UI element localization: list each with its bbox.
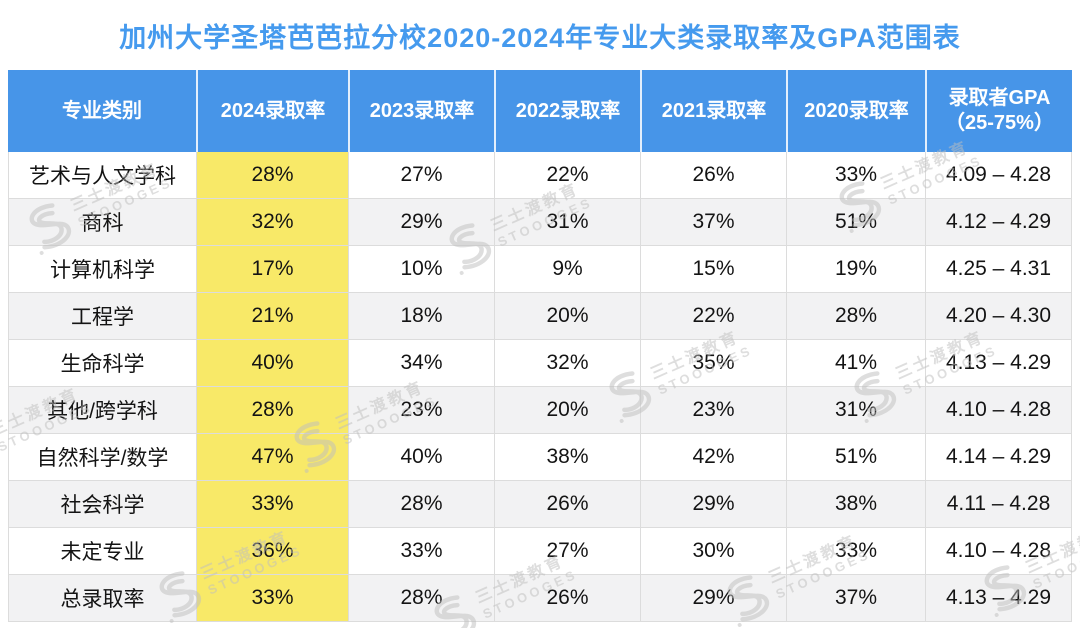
value-cell: 19%: [786, 246, 925, 293]
value-cell: 33%: [348, 528, 494, 575]
table-row: 其他/跨学科 28% 23% 20% 23% 31% 4.10 – 4.28: [8, 387, 1072, 434]
value-cell: 36%: [196, 528, 348, 575]
value-cell: 23%: [348, 387, 494, 434]
value-cell: 51%: [786, 199, 925, 246]
value-cell: 28%: [786, 293, 925, 340]
value-cell: 40%: [196, 340, 348, 387]
value-cell: 29%: [348, 199, 494, 246]
value-cell: 4.20 – 4.30: [925, 293, 1072, 340]
table-row: 生命科学 40% 34% 32% 35% 41% 4.13 – 4.29: [8, 340, 1072, 387]
column-header-6: 录取者GPA （25-75%）: [925, 70, 1072, 152]
value-cell: 31%: [494, 199, 640, 246]
category-cell: 商科: [8, 199, 196, 246]
column-header-3: 2022录取率: [494, 70, 640, 152]
category-cell: 艺术与人文学科: [8, 152, 196, 199]
value-cell: 40%: [348, 434, 494, 481]
value-cell: 28%: [348, 575, 494, 622]
value-cell: 29%: [640, 481, 786, 528]
value-cell: 42%: [640, 434, 786, 481]
value-cell: 51%: [786, 434, 925, 481]
value-cell: 4.13 – 4.29: [925, 575, 1072, 622]
table-row: 自然科学/数学 47% 40% 38% 42% 51% 4.14 – 4.29: [8, 434, 1072, 481]
value-cell: 33%: [786, 528, 925, 575]
table-body: 艺术与人文学科 28% 27% 22% 26% 33% 4.09 – 4.28 商科 32% 29…: [8, 152, 1072, 622]
value-cell: 38%: [786, 481, 925, 528]
category-cell: 生命科学: [8, 340, 196, 387]
admission-rate-table: 专业类别 2024录取率 2023录取率 2022录取率 2021录取率 2020录取率录…: [8, 70, 1072, 622]
value-cell: 4.11 – 4.28: [925, 481, 1072, 528]
value-cell: 4.25 – 4.31: [925, 246, 1072, 293]
value-cell: 9%: [494, 246, 640, 293]
value-cell: 4.12 – 4.29: [925, 199, 1072, 246]
value-cell: 37%: [640, 199, 786, 246]
value-cell: 34%: [348, 340, 494, 387]
value-cell: 29%: [640, 575, 786, 622]
column-header-0: 专业类别: [8, 70, 196, 152]
value-cell: 4.14 – 4.29: [925, 434, 1072, 481]
value-cell: 41%: [786, 340, 925, 387]
column-header-1: 2024录取率: [196, 70, 348, 152]
value-cell: 21%: [196, 293, 348, 340]
category-cell: 自然科学/数学: [8, 434, 196, 481]
table-row: 总录取率 33% 28% 26% 29% 37% 4.13 – 4.29: [8, 575, 1072, 622]
value-cell: 26%: [494, 481, 640, 528]
value-cell: 47%: [196, 434, 348, 481]
value-cell: 27%: [494, 528, 640, 575]
value-cell: 33%: [786, 152, 925, 199]
value-cell: 33%: [196, 575, 348, 622]
value-cell: 30%: [640, 528, 786, 575]
value-cell: 4.10 – 4.28: [925, 528, 1072, 575]
category-cell: 计算机科学: [8, 246, 196, 293]
category-cell: 工程学: [8, 293, 196, 340]
category-cell: 社会科学: [8, 481, 196, 528]
value-cell: 20%: [494, 293, 640, 340]
value-cell: 28%: [196, 152, 348, 199]
value-cell: 17%: [196, 246, 348, 293]
page-title: 加州大学圣塔芭芭拉分校2020-2024年专业大类录取率及GPA范围表: [119, 23, 961, 53]
value-cell: 4.10 – 4.28: [925, 387, 1072, 434]
table-row: 艺术与人文学科 28% 27% 22% 26% 33% 4.09 – 4.28: [8, 152, 1072, 199]
value-cell: 22%: [494, 152, 640, 199]
table-row: 工程学 21% 18% 20% 22% 28% 4.20 – 4.30: [8, 293, 1072, 340]
value-cell: 26%: [640, 152, 786, 199]
column-header-2: 2023录取率: [348, 70, 494, 152]
table-header-row: 专业类别 2024录取率 2023录取率 2022录取率 2021录取率 2020录取率录…: [8, 70, 1072, 152]
column-header-5: 2020录取率: [786, 70, 925, 152]
value-cell: 23%: [640, 387, 786, 434]
value-cell: 10%: [348, 246, 494, 293]
value-cell: 18%: [348, 293, 494, 340]
value-cell: 27%: [348, 152, 494, 199]
value-cell: 31%: [786, 387, 925, 434]
value-cell: 22%: [640, 293, 786, 340]
value-cell: 35%: [640, 340, 786, 387]
table-row: 商科 32% 29% 31% 37% 51% 4.12 – 4.29: [8, 199, 1072, 246]
value-cell: 15%: [640, 246, 786, 293]
table-row: 社会科学 33% 28% 26% 29% 38% 4.11 – 4.28: [8, 481, 1072, 528]
category-cell: 未定专业: [8, 528, 196, 575]
column-header-4: 2021录取率: [640, 70, 786, 152]
category-cell: 总录取率: [8, 575, 196, 622]
table-row: 计算机科学 17% 10% 9% 15% 19% 4.25 – 4.31: [8, 246, 1072, 293]
value-cell: 4.09 – 4.28: [925, 152, 1072, 199]
value-cell: 20%: [494, 387, 640, 434]
value-cell: 38%: [494, 434, 640, 481]
table-row: 未定专业 36% 33% 27% 30% 33% 4.10 – 4.28: [8, 528, 1072, 575]
value-cell: 33%: [196, 481, 348, 528]
value-cell: 32%: [494, 340, 640, 387]
value-cell: 26%: [494, 575, 640, 622]
value-cell: 4.13 – 4.29: [925, 340, 1072, 387]
category-cell: 其他/跨学科: [8, 387, 196, 434]
value-cell: 28%: [348, 481, 494, 528]
value-cell: 28%: [196, 387, 348, 434]
value-cell: 32%: [196, 199, 348, 246]
value-cell: 37%: [786, 575, 925, 622]
